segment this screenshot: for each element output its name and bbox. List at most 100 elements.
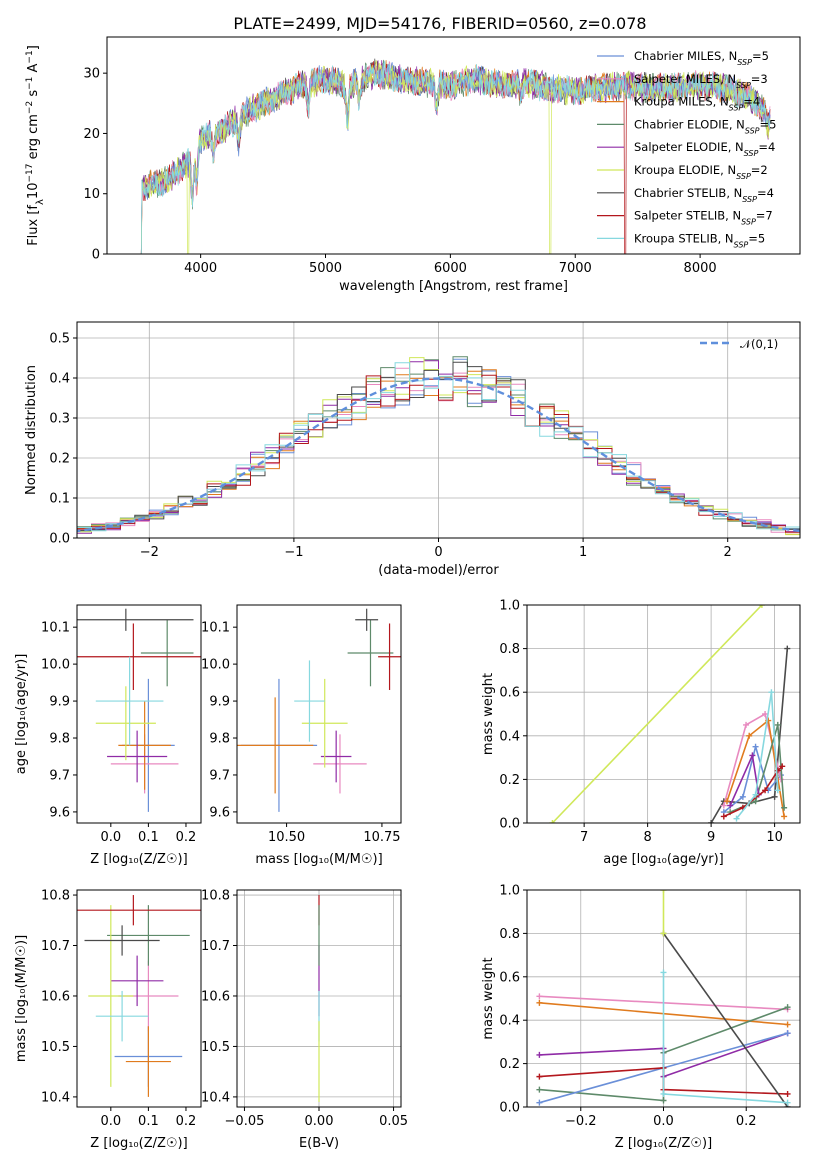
y-tick-label: 20 [83,127,100,142]
weight-marker [536,1086,543,1093]
x-tick-label: 0.0 [653,1114,674,1129]
y-tick-label: 0.5 [49,332,70,347]
plot-area [237,608,401,812]
y-axis-label: Flux [fλ10−17 erg cm−2 s−1 A−1] [25,45,46,246]
histogram-series [77,362,800,538]
y-tick-label: 9.8 [209,732,230,747]
weight-marker [739,793,746,800]
y-axis-label: mass weight [481,673,496,755]
x-tick-label: 10.75 [363,830,400,845]
y-axis-label: age [log₁₀(age/yr)] [14,654,29,775]
x-tick-label: 10 [766,830,783,845]
weight-line [662,932,789,1107]
y-tick-label: 10.0 [201,658,230,673]
y-tick-label: 0.0 [49,532,70,547]
weight-marker [784,645,791,652]
y-tick-label: 9.9 [209,695,230,710]
panel-weight_vs_age: 7 8 9 10 0.0 0.2 0.4 0.6 0.8 1.0 age [log₁₀(age/yr… [481,599,801,867]
legend-entry: Salpeter MILES, NSSP=3 [634,72,768,90]
weight-marker [536,1099,543,1106]
legend-entry: Chabrier STELIB, NSSP=4 [634,186,774,204]
weight-marker [762,711,769,717]
y-tick-label: 0.2 [499,1057,520,1072]
y-tick-label: 10.5 [201,1040,230,1055]
y-tick-label: 9.9 [49,695,70,710]
weight-marker [536,1073,543,1080]
y-tick-label: 0.6 [499,686,520,701]
weight-marker [774,787,781,794]
weight-marker [779,763,786,770]
x-tick-label: 7 [580,830,588,845]
legend-entry: Salpeter STELIB, NSSP=7 [634,209,773,227]
y-tick-label: 10.0 [41,658,70,673]
y-tick-label: 0.4 [499,729,520,744]
y-tick-label: 10.8 [201,889,230,904]
y-tick-label: 0.6 [499,970,520,985]
y-tick-label: 0.0 [499,817,520,832]
weight-marker [549,820,556,823]
panel-weight_vs_Z: −0.2 0.0 0.2 0.0 0.2 0.4 0.6 0.8 1.0 Z [log₁₀(Z/Z… [481,884,801,1151]
x-tick-label: 0.0 [100,1114,121,1129]
weight-marker [784,1004,791,1011]
panel-spectrum: 4000 5000 6000 7000 8000 0 10 20 30 wavelength [A… [25,36,801,294]
y-tick-label: 30 [83,67,100,82]
y-tick-label: 9.7 [49,768,70,783]
plot-area [77,608,201,812]
y-tick-label: 10.1 [201,621,230,636]
axes-frame [526,889,801,1108]
legend-entry: Chabrier ELODIE, NSSP=5 [634,117,776,135]
x-tick-label: 0.2 [176,830,197,845]
weight-marker [781,813,788,820]
y-tick-label: 1.0 [499,599,520,614]
weight-marker [784,1099,791,1106]
weight-marker [660,930,667,937]
x-tick-label: 7000 [559,261,592,276]
y-tick-label: 0.4 [49,372,70,387]
plot-area [237,890,401,1107]
y-tick-label: 10.8 [41,889,70,904]
y-tick-label: 9.6 [209,805,230,820]
x-tick-label: 8 [643,830,651,845]
axes-frame [236,889,402,1108]
axes-frame [236,604,402,824]
x-tick-label: 0 [434,545,442,560]
y-tick-label: 10.7 [201,939,230,954]
panel-mass_vs_ebv: −0.05 0.00 0.05 10.4 10.5 10.6 10.7 10.8 E(B-V) [201,889,408,1151]
plot-area [77,895,201,1097]
y-tick-label: 0.3 [49,412,70,427]
legend-entry: Kroupa STELIB, NSSP=5 [634,231,765,249]
x-tick-label: 0.00 [305,1114,334,1129]
x-tick-label: 4000 [184,261,217,276]
weight-marker [660,1090,667,1097]
panel-mass_vs_Z: 0.0 0.1 0.2 10.4 10.5 10.6 10.7 10.8 Z [log₁₀(Z/… [14,889,202,1151]
x-tick-label: −1 [284,545,303,560]
spectrum-line [139,60,771,254]
y-tick-label: 0.2 [499,773,520,788]
x-axis-label: age [log₁₀(age/yr)] [603,852,724,867]
x-axis-label: Z [log₁₀(Z/Z☉)] [90,852,187,867]
weight-marker [749,752,756,759]
x-tick-label: 5000 [309,261,342,276]
y-tick-label: 1.0 [499,884,520,899]
y-tick-label: 0.4 [499,1014,520,1029]
x-tick-label: 8000 [684,261,717,276]
weight-marker [536,999,543,1006]
y-tick-label: 10 [83,187,100,202]
plot-area [77,322,800,538]
weight-marker [660,890,667,893]
weight-marker [774,721,781,728]
panel-age_vs_Z: 0.0 0.1 0.2 9.6 9.7 9.8 9.9 10.0 10.1 Z [log₁₀(Z/… [14,604,202,867]
x-axis-label: E(B-V) [299,1136,339,1151]
weight-marker [743,721,750,728]
x-tick-label: 0.1 [138,830,159,845]
legend-entry: Kroupa MILES, NSSP=4 [634,95,760,113]
x-axis-label: Z [log₁₀(Z/Z☉)] [615,1136,712,1151]
x-tick-label: 0.2 [176,1114,197,1129]
y-tick-label: 9.8 [49,732,70,747]
weight-marker [723,798,730,805]
x-tick-label: 9 [707,830,715,845]
plot-area [139,58,771,254]
weight-marker [660,969,667,976]
y-tick-label: 10.6 [41,989,70,1004]
